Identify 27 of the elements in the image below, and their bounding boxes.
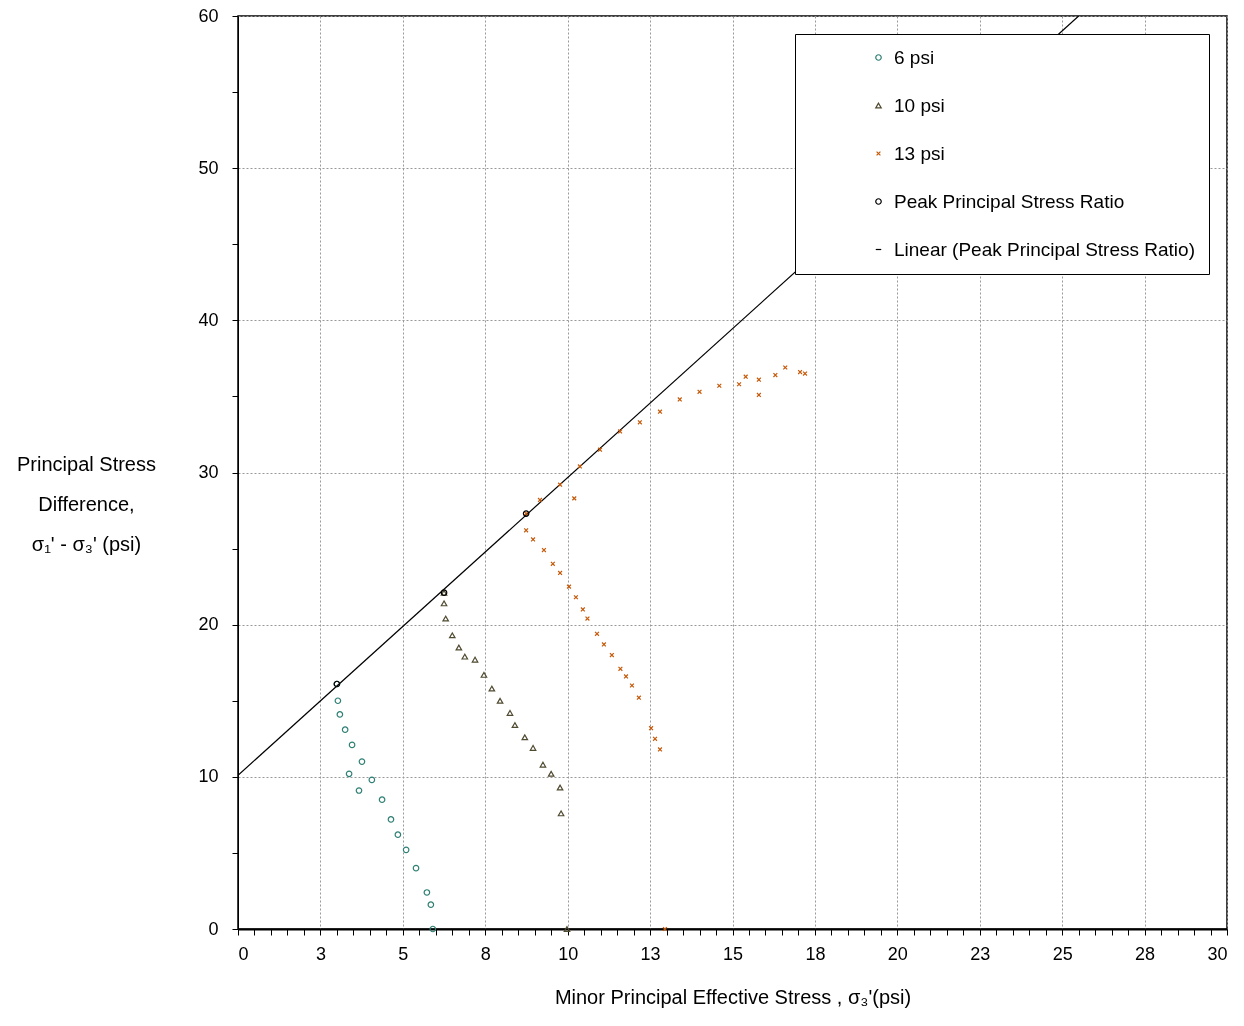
x-tick-label: 28 bbox=[1135, 943, 1156, 964]
y-tick-label: 20 bbox=[198, 614, 219, 635]
x-axis-title: Minor Principal Effective Stress , σ₃'(psi) bbox=[554, 985, 912, 1008]
x-tick-label: 23 bbox=[970, 943, 991, 964]
x-tick-label: 20 bbox=[887, 943, 908, 964]
y-tick-label: 30 bbox=[198, 462, 219, 482]
x-tick-label: 10 bbox=[558, 943, 579, 964]
legend-label: 13 psi bbox=[894, 142, 945, 164]
y-tick-label: 50 bbox=[198, 157, 219, 178]
x-tick-label: 30 bbox=[1207, 943, 1228, 964]
legend-label: 6 psi bbox=[894, 46, 935, 68]
y-tick-label: 60 bbox=[198, 5, 219, 26]
x-tick-label: 15 bbox=[722, 943, 744, 964]
legend-label: Linear (Peak Principal Stress Ratio) bbox=[894, 238, 1195, 260]
x-tick-label: 25 bbox=[1052, 943, 1073, 964]
x-tick-label: 3 bbox=[315, 943, 326, 964]
x-tick-label: 13 bbox=[640, 943, 661, 964]
y-tick-label: 0 bbox=[208, 918, 219, 939]
x-tick-label: 8 bbox=[480, 943, 491, 964]
x-tick-label: 0 bbox=[238, 943, 249, 964]
x-tick-label: 18 bbox=[805, 943, 826, 964]
x-tick-label: 5 bbox=[398, 943, 409, 964]
y-tick-label: 40 bbox=[198, 309, 219, 330]
legend-label: 10 psi bbox=[894, 94, 945, 116]
y-tick-label: 10 bbox=[198, 766, 219, 787]
y-axis-title: Principal Stress Difference, σ₁' - σ₃' (psi) bbox=[17, 452, 156, 555]
legend-label: Peak Principal Stress Ratio bbox=[894, 190, 1125, 212]
